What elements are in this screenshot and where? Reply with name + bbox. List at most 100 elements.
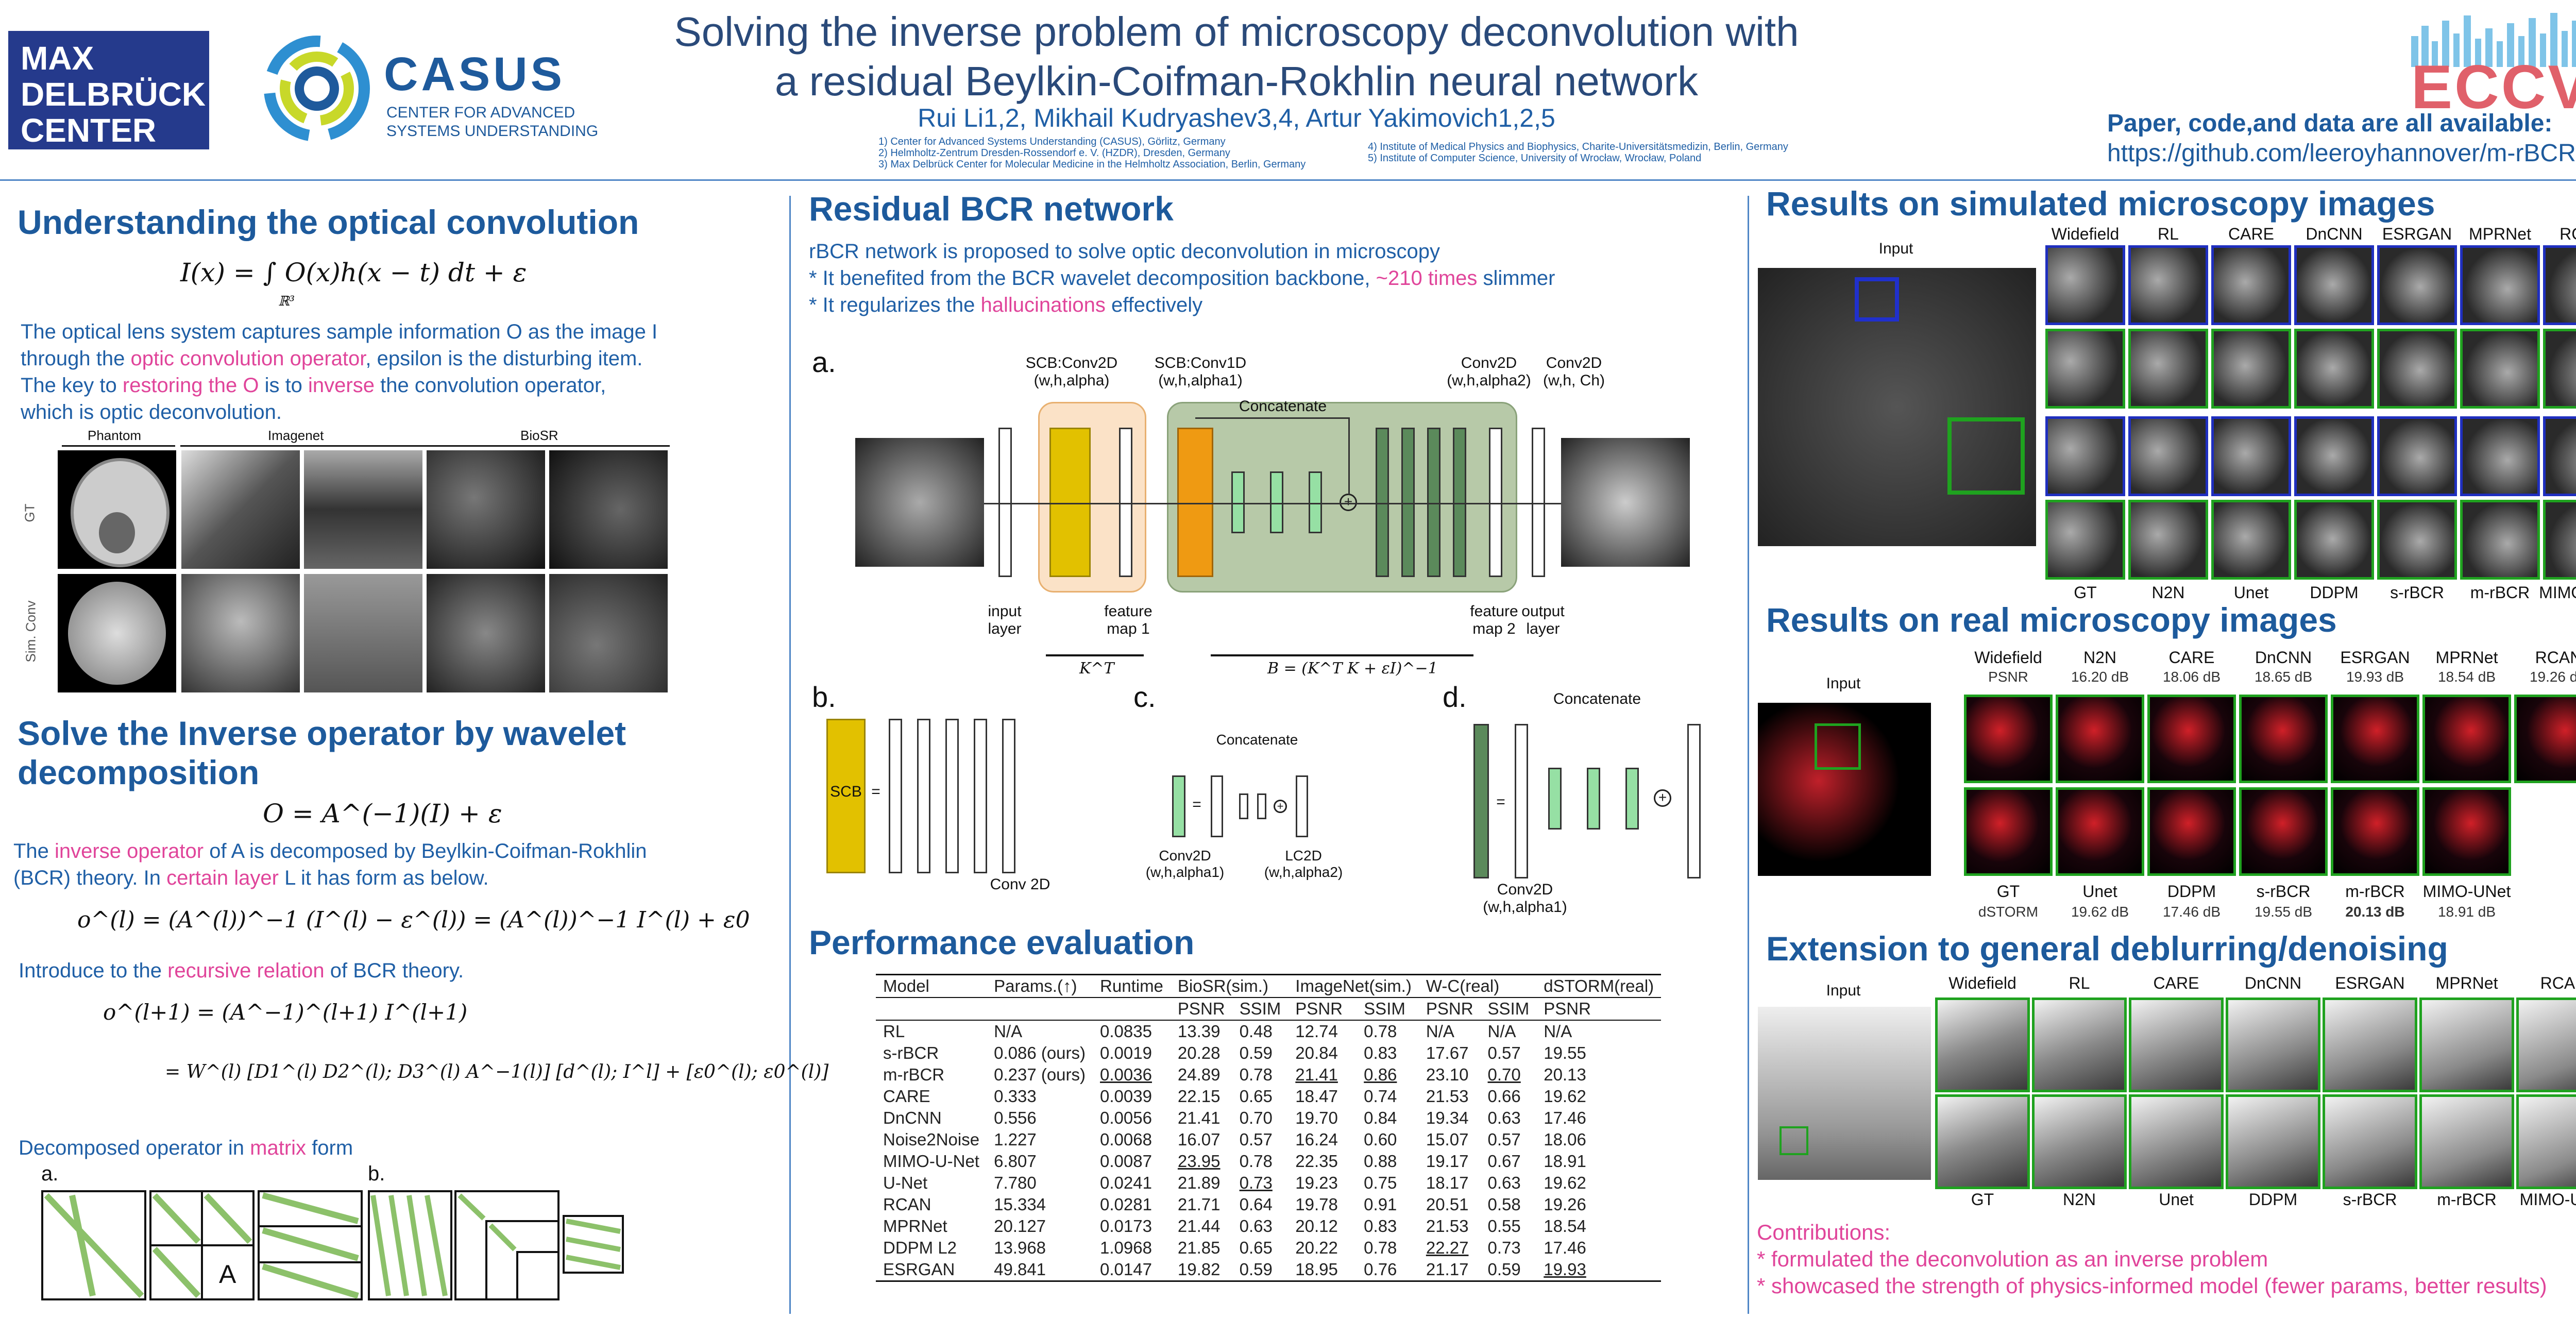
- table-cell: N/A: [1426, 1022, 1454, 1041]
- conv-dark-block: [1427, 428, 1440, 577]
- table-cell: 0.59: [1239, 1260, 1273, 1279]
- real-top-label: CARE: [2168, 648, 2215, 667]
- table-cell: ESRGAN: [883, 1260, 955, 1279]
- col-header: W-C(real): [1426, 976, 1500, 995]
- row-label-sim-conv: Sim. Conv: [23, 600, 39, 663]
- d-layer-block: [1687, 724, 1701, 878]
- layer-block: [917, 719, 930, 873]
- title-line-2: a residual Beylkin-Coifman-Rokhlin neura…: [775, 58, 1698, 104]
- real-top-label: Widefield: [1974, 648, 2042, 667]
- sim-result-image: [2045, 245, 2125, 325]
- table-cell: 21.85: [1177, 1238, 1221, 1257]
- sim-result-image: [2460, 500, 2540, 580]
- casus-swirl-icon: [264, 36, 370, 142]
- sim-top-label: Widefield: [2051, 225, 2120, 243]
- real-result-image: [2422, 787, 2511, 876]
- table-cell: RL: [883, 1022, 905, 1041]
- table-cell: 0.0019: [1100, 1043, 1152, 1062]
- label-concatenate: Concatenate: [1239, 398, 1327, 415]
- col-subheader: SSIM: [1487, 999, 1530, 1018]
- real-bottom-label: MIMO-UNet: [2422, 882, 2511, 901]
- ext-input-image: [1758, 1007, 1931, 1180]
- table-cell: 0.0036: [1100, 1065, 1152, 1084]
- poster-title: Solving the inverse problem of microscop…: [618, 7, 1855, 106]
- ext-top-label: DnCNN: [2244, 974, 2302, 992]
- sim-bottom-label: GT: [2074, 583, 2097, 602]
- ext-top-label: RL: [2069, 974, 2090, 992]
- sim-bottom-label: Unet: [2233, 583, 2269, 602]
- table-cell: RCAN: [883, 1195, 931, 1214]
- label-feature-map-1: feature map 1: [1104, 603, 1153, 637]
- sim-result-image: [2377, 245, 2457, 325]
- table-cell: MPRNet: [883, 1216, 947, 1236]
- table-cell: 20.51: [1426, 1195, 1469, 1214]
- text-line: The optical lens system captures sample …: [21, 320, 658, 343]
- real-bottom-psnr: 19.55 dB: [2254, 904, 2313, 920]
- text-line: through the optic convolution operator, …: [21, 347, 643, 370]
- layer-block: [889, 719, 902, 873]
- ext-result-image: [2323, 1094, 2417, 1189]
- label-d-conv2d: Conv2D (w,h,alpha1): [1483, 881, 1567, 916]
- ext-top-label: MPRNet: [2435, 974, 2498, 992]
- c-layer-block: [1211, 775, 1223, 837]
- matrix-decomposition-diagram-b: [368, 1190, 624, 1300]
- real-bottom-label: Unet: [2082, 882, 2117, 901]
- table-row: MPRNet 20.127 0.0173 21.44 0.63 20.12 0.83 21.5…: [876, 1215, 1661, 1237]
- table-cell: 22.15: [1177, 1087, 1221, 1106]
- table-cell: 0.78: [1364, 1238, 1397, 1257]
- real-top-psnr: 16.20 dB: [2071, 669, 2129, 685]
- col-header: Runtime: [1100, 976, 1163, 995]
- table-cell: 0.78: [1364, 1022, 1397, 1041]
- logo-line: MAX: [21, 40, 94, 77]
- real-bottom-label: s-rBCR: [2256, 882, 2311, 901]
- paragraph-optical: The optical lens system captures sample …: [21, 318, 773, 426]
- sim-result-image: [2294, 245, 2374, 325]
- real-top-label: ESRGAN: [2340, 648, 2410, 667]
- label-d-concatenate: Concatenate: [1553, 690, 1641, 707]
- real-top-psnr: 18.06 dB: [2162, 669, 2221, 685]
- paragraph-matrix: Decomposed operator in matrix form: [19, 1137, 353, 1159]
- layer-block: [974, 719, 987, 873]
- table-cell: 0.237 (ours): [994, 1065, 1086, 1084]
- real-result-image: [2422, 695, 2511, 783]
- ext-result-image: [2516, 997, 2576, 1092]
- table-cell: 7.780: [994, 1173, 1037, 1192]
- col-header: Model: [883, 976, 929, 995]
- table-cell: 21.44: [1177, 1216, 1221, 1236]
- equation-inverse: O = A^(−1)(I) + ε: [263, 799, 502, 828]
- equation-recursion-1: o^(l+1) = (A^−1)^(l+1) I^(l+1): [103, 1000, 468, 1025]
- table-cell: 0.59: [1239, 1043, 1273, 1062]
- fig-header-phantom: Phantom: [88, 428, 142, 443]
- github-link[interactable]: https://github.com/leeroyhannover/m-rBCR: [2107, 140, 2576, 167]
- blue-roi-box: [1855, 277, 1899, 322]
- real-bottom-psnr: 17.46 dB: [2162, 904, 2221, 920]
- real-top-psnr: PSNR: [1988, 669, 2028, 685]
- table-cell: 0.556: [994, 1108, 1037, 1127]
- table-cell: 0.67: [1487, 1152, 1521, 1171]
- equation-layer-form: o^(l) = (A^(l))^−1 (I^(l) − ε^(l)) = (A^…: [77, 907, 750, 933]
- ext-bottom-label: MIMO-UNet: [2519, 1190, 2576, 1209]
- label-scb: SCB: [830, 783, 862, 800]
- table-cell: 0.0068: [1100, 1130, 1152, 1149]
- table-cell: 19.78: [1295, 1195, 1338, 1214]
- table-row: ESRGAN 49.841 0.0147 19.82 0.59 18.95 0.76 21.1…: [876, 1259, 1662, 1281]
- ext-top-label: Widefield: [1948, 974, 2016, 992]
- convolution-figure: Phantom Imagenet BioSR GT Sim. Conv: [22, 428, 675, 696]
- d-conv-light-block: [1587, 768, 1600, 830]
- real-result-image: [2331, 695, 2419, 783]
- biosr-gt-image-1: [427, 450, 545, 569]
- table-cell: 16.24: [1295, 1130, 1338, 1149]
- real-top-psnr: 19.26 dB: [2529, 669, 2576, 685]
- ext-result-image: [2226, 997, 2320, 1092]
- table-cell: 49.841: [994, 1260, 1046, 1279]
- diagram-label-d: d.: [1443, 681, 1467, 713]
- sim-top-label: ESRGAN: [2382, 225, 2452, 243]
- diagram-label-c: c.: [1133, 681, 1156, 713]
- table-cell: m-rBCR: [883, 1065, 945, 1084]
- sim-result-image: [2045, 416, 2125, 496]
- sim-result-image: [2211, 329, 2291, 409]
- table-cell: 0.76: [1364, 1260, 1397, 1279]
- table-cell: 0.83: [1364, 1216, 1397, 1236]
- label-conv2d-ch: Conv2D (w,h, Ch): [1543, 354, 1605, 389]
- table-cell: 0.86: [1364, 1065, 1397, 1084]
